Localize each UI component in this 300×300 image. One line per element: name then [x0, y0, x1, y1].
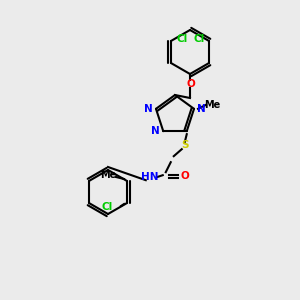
Text: S: S — [181, 140, 188, 150]
Text: Cl: Cl — [101, 202, 113, 212]
Text: N: N — [151, 126, 160, 136]
Text: HN: HN — [141, 172, 158, 182]
Text: N: N — [144, 104, 152, 114]
Text: Me: Me — [204, 100, 220, 110]
Text: Cl: Cl — [176, 34, 188, 44]
Text: Me: Me — [100, 170, 116, 180]
Text: Cl: Cl — [194, 34, 205, 44]
Text: O: O — [187, 79, 195, 89]
Text: O: O — [180, 171, 189, 181]
Text: N: N — [196, 104, 206, 114]
